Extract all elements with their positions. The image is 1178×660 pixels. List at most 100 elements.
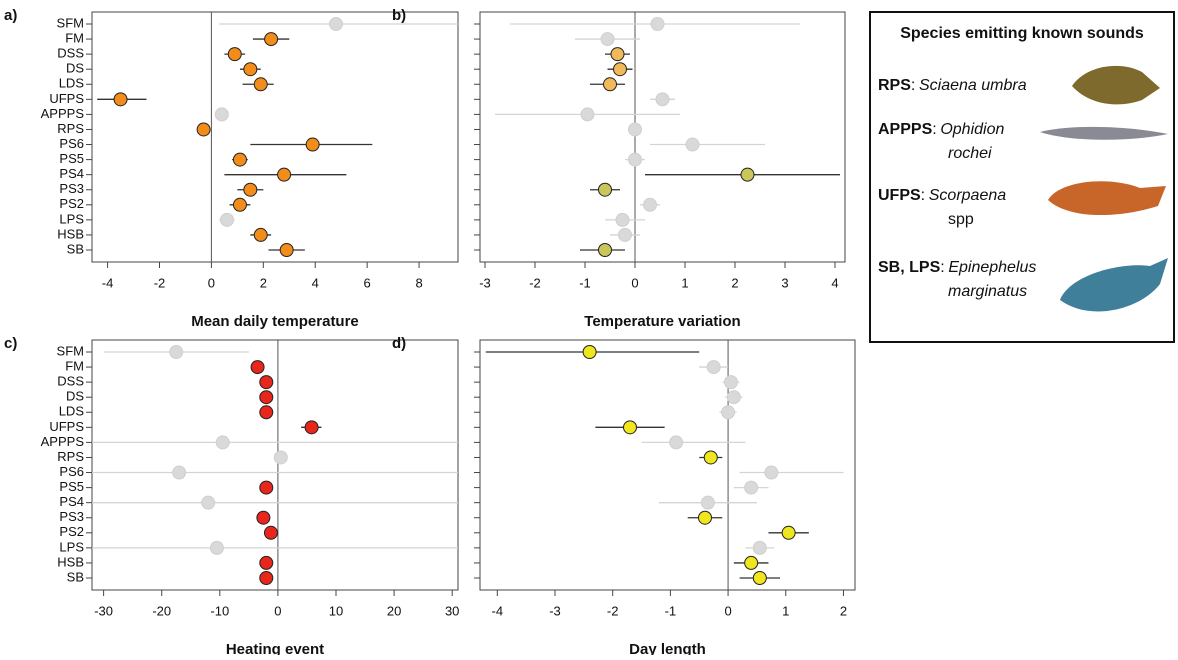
- point: [172, 465, 187, 480]
- point: [250, 360, 265, 375]
- point: [263, 525, 278, 540]
- point: [329, 17, 343, 31]
- species-entry: UFPS: Scorpaena: [878, 187, 1006, 204]
- point: [201, 495, 216, 510]
- point: [781, 525, 796, 540]
- sep: :: [932, 121, 936, 138]
- point: [219, 212, 234, 227]
- x-tick-label: -1: [665, 603, 677, 618]
- point: [752, 571, 767, 585]
- point: [752, 540, 767, 555]
- y-tick-label: UFPS: [49, 419, 84, 434]
- code: SB, LPS: [878, 259, 941, 276]
- y-tick-label: SFM: [57, 15, 84, 30]
- y-tick-label: LPS: [59, 211, 84, 226]
- point: [723, 375, 738, 390]
- plot-frame: [91, 339, 459, 591]
- plot-frame: [91, 11, 459, 263]
- x-tick-label: 4: [831, 275, 838, 290]
- point: [610, 47, 625, 62]
- code: UFPS: [878, 187, 921, 204]
- point: [215, 435, 230, 450]
- species: Sciaena umbra: [919, 77, 1027, 94]
- x-tick-label: 20: [387, 603, 401, 618]
- x-tick-label: 2: [260, 275, 267, 290]
- point: [703, 450, 718, 465]
- species-entry: SB, LPS: Epinephelus: [878, 259, 1036, 276]
- point: [209, 540, 224, 555]
- fish-icons: [1040, 65, 1168, 312]
- species-entry: APPPS: Ophidion: [878, 121, 1004, 138]
- x-tick-label: -1: [579, 275, 591, 290]
- point: [623, 420, 637, 435]
- point: [603, 77, 617, 92]
- y-tick-label: SB: [67, 569, 84, 584]
- x-tick-label: 4: [312, 275, 319, 290]
- point: [279, 243, 294, 257]
- x-tick-label: -2: [154, 275, 166, 290]
- x-tick-label: 0: [631, 275, 638, 290]
- point: [232, 152, 247, 167]
- point: [256, 510, 271, 525]
- x-tick-label: 1: [782, 603, 789, 618]
- point: [273, 450, 288, 465]
- x-tick-label: -30: [94, 603, 113, 618]
- x-tick-label: 30: [445, 603, 459, 618]
- point: [669, 435, 684, 450]
- point: [726, 390, 741, 405]
- point: [685, 137, 700, 152]
- y-tick-label: RPS: [57, 121, 84, 136]
- point: [600, 32, 615, 47]
- point: [259, 390, 274, 405]
- point: [582, 345, 597, 359]
- point: [259, 571, 274, 585]
- point: [196, 122, 211, 137]
- plot-frame: [479, 11, 846, 263]
- y-tick-label: PS6: [59, 136, 84, 151]
- y-tick-label: DSS: [57, 46, 84, 61]
- point: [113, 92, 128, 107]
- point: [243, 182, 258, 197]
- y-tick-label: LDS: [59, 404, 85, 419]
- point: [264, 32, 279, 47]
- species: Epinephelus: [948, 259, 1036, 276]
- y-tick-label: PS4: [59, 494, 84, 509]
- x-axis-label: Mean daily temperature: [191, 313, 359, 330]
- point: [598, 182, 612, 197]
- point: [700, 495, 715, 510]
- plot-frame: [479, 339, 856, 591]
- point: [764, 465, 779, 480]
- point: [304, 420, 319, 435]
- point: [259, 375, 274, 390]
- panel-label: b): [392, 7, 406, 24]
- y-tick-label: PS4: [59, 166, 84, 181]
- y-tick-label: APPPS: [41, 106, 85, 121]
- point: [277, 167, 292, 182]
- sep: :: [911, 77, 915, 94]
- code: APPPS: [878, 121, 933, 138]
- x-tick-label: -20: [152, 603, 171, 618]
- point: [643, 197, 657, 212]
- point: [580, 107, 595, 122]
- point: [615, 212, 630, 227]
- point: [305, 137, 320, 152]
- x-tick-label: 6: [364, 275, 371, 290]
- point: [650, 17, 665, 31]
- panel-label: a): [4, 7, 17, 24]
- point: [744, 555, 759, 570]
- point: [243, 62, 258, 77]
- x-axis-label: Day length: [629, 641, 706, 655]
- y-tick-label: PS2: [59, 524, 84, 539]
- x-tick-label: 0: [274, 603, 281, 618]
- species-box-title: Species emitting known sounds: [900, 25, 1144, 42]
- sep: :: [921, 187, 925, 204]
- species-entry: RPS: Sciaena umbra: [878, 77, 1027, 94]
- x-tick-label: -3: [479, 275, 491, 290]
- y-tick-label: PS3: [59, 509, 84, 524]
- point: [721, 405, 736, 420]
- y-tick-label: DS: [66, 389, 84, 404]
- y-tick-label: DSS: [57, 374, 84, 389]
- x-tick-label: 0: [208, 275, 215, 290]
- y-tick-label: PS5: [59, 479, 84, 494]
- x-tick-label: 2: [731, 275, 738, 290]
